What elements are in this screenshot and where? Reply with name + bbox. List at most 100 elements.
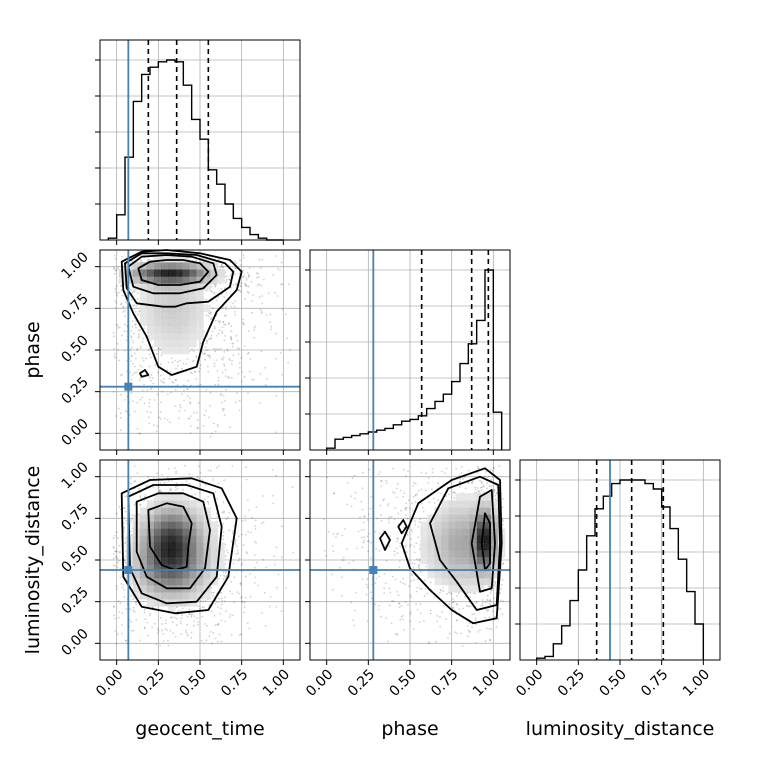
density-cell [462,577,471,586]
density-cell [196,269,204,277]
sample-point [439,591,441,594]
density-cell [146,304,155,312]
sample-point [354,491,357,494]
sample-point [122,266,125,269]
sample-point [214,284,217,287]
sample-point [138,329,141,331]
sample-point [456,595,458,597]
sample-point [384,582,387,585]
density-cell [175,276,183,284]
density-cell [434,556,442,565]
density-cell [175,563,183,572]
sample-point [459,480,462,483]
sample-point [224,368,227,371]
sample-point [131,320,134,322]
sample-point [222,534,225,537]
density-cell [203,577,211,586]
sample-point [148,398,151,401]
density-cell [146,521,155,529]
x-axis-label-phase: phase [381,718,438,740]
sample-point [144,495,146,498]
density-cell [146,311,155,319]
density-cell [168,521,176,529]
sample-point [243,345,246,347]
sample-point [159,644,162,647]
density-cell [154,563,162,572]
sample-point [221,599,224,602]
sample-point [380,480,383,483]
density-cell [476,521,485,529]
sample-point [216,623,219,626]
contour-line [127,484,223,605]
sample-point [224,314,227,317]
sample-point [410,580,413,582]
sample-point [142,360,145,362]
sample-point [493,603,496,605]
sample-point [245,551,248,553]
density-cell [434,563,442,572]
sample-point [258,258,261,261]
density-cell [455,584,464,593]
sample-point [246,499,249,502]
sample-point [382,529,385,532]
sample-point [436,620,439,623]
contour-line [147,502,193,571]
sample-point [150,374,153,376]
sample-point [223,600,226,603]
density-cell [139,521,148,529]
sample-point [146,410,149,413]
sample-point [244,515,247,517]
sample-point [280,261,283,264]
density-cell [168,283,176,291]
sample-point [242,256,245,259]
sample-point [277,573,280,576]
sample-point [119,429,122,432]
sample-point [491,476,494,478]
density-cell [161,591,169,600]
sample-point [192,350,195,353]
sample-point [214,283,217,286]
sample-point [153,399,156,401]
sample-point [204,484,207,486]
sample-point [222,538,225,541]
density-cell [189,577,197,586]
sample-point [136,298,139,300]
sample-point [466,592,468,595]
density-cell [146,528,155,536]
sample-point [192,412,195,414]
density-cell [455,570,464,579]
sample-point [141,340,144,343]
density-cell [196,507,204,515]
sample-point [215,359,218,361]
sample-point [378,575,380,578]
sample-point [156,425,159,427]
sample-point [130,621,133,623]
sample-point [418,564,421,566]
sample-point [404,601,407,603]
sample-point [471,626,473,628]
sample-point [189,371,192,374]
sample-point [398,606,401,609]
density-cell [210,542,218,551]
density-cell [154,514,162,522]
sample-point [123,559,126,562]
density-cell [469,570,478,579]
density-cell [161,521,169,529]
density-cell [217,542,225,551]
x-tick-label: 0.00 [303,666,336,699]
density-cell [168,528,176,536]
density-cell [196,556,204,565]
density-cell [175,297,183,305]
sample-point [202,425,205,427]
density-cell [139,514,148,522]
truth-marker [369,566,378,574]
sample-point [489,585,492,588]
density-cell [476,542,485,551]
sample-point [396,540,398,543]
sample-point [480,489,483,492]
sample-point [225,281,227,283]
sample-point [244,284,247,287]
sample-point [122,306,125,308]
sample-point [225,388,227,391]
sample-point [139,496,142,499]
